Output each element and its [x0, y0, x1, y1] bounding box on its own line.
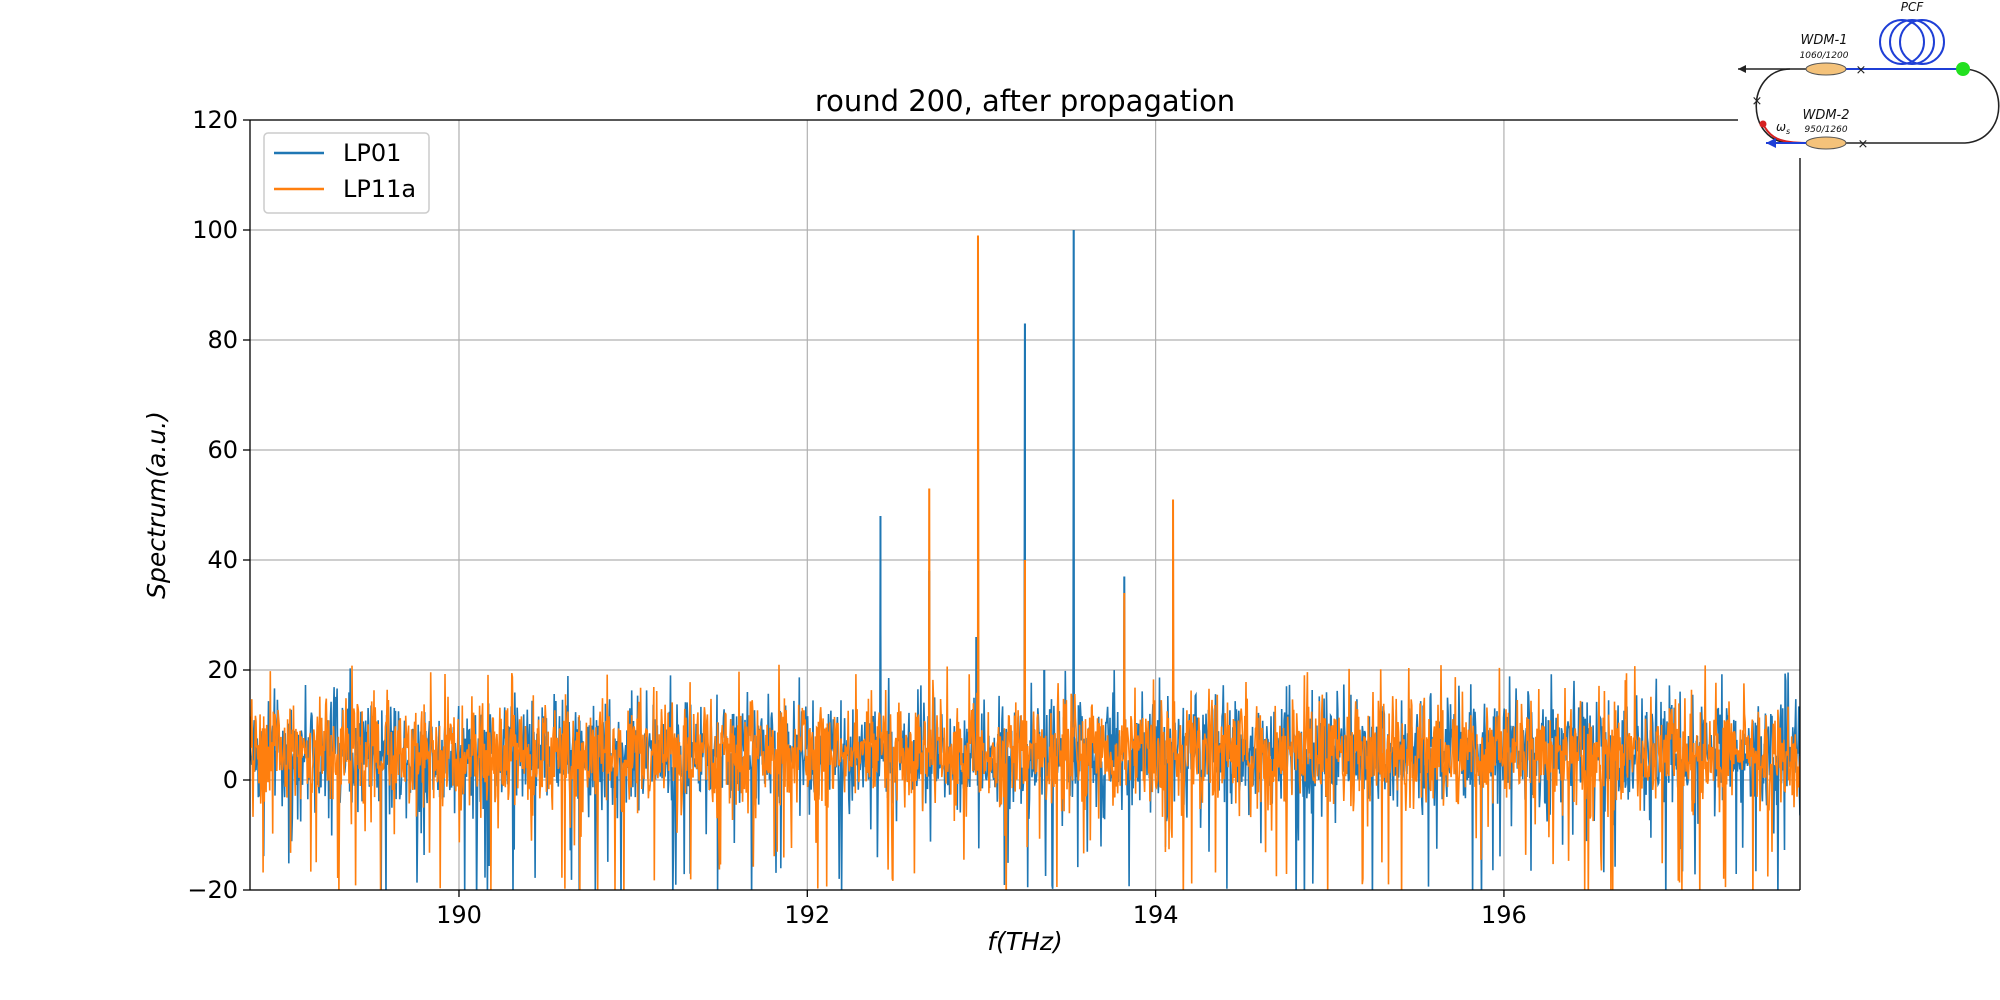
x-tick-label: 196	[1481, 901, 1527, 929]
y-tick-label: 120	[192, 106, 238, 134]
y-tick-label: 100	[192, 216, 238, 244]
pcf-coil-1	[1879, 19, 1925, 65]
cross-mark-top: ×	[1856, 63, 1867, 78]
pcf-coil-2	[1889, 19, 1935, 65]
x-tick-label: 192	[784, 901, 830, 929]
y-tick-label: −20	[187, 876, 238, 904]
y-tick-label: 80	[207, 326, 238, 354]
signal-arrow-icon	[1766, 138, 1776, 148]
pump-dot-icon	[1956, 62, 1970, 76]
cavity-loop	[1755, 68, 1791, 144]
y-tick-label: 60	[207, 436, 238, 464]
wdm2-sublabel: 950/1260	[1804, 125, 1847, 135]
red-dot-icon	[1759, 120, 1767, 128]
wdm2-coupler	[1805, 136, 1847, 150]
cross-mark-bottom: ×	[1858, 137, 1869, 152]
tick-marks: 190 192 194 196 −20 0 20 40 60 80 100 120	[187, 106, 1526, 929]
wdm1-sublabel: 1060/1200	[1800, 51, 1849, 61]
x-axis-label: f(THz)	[987, 927, 1063, 956]
omega-sublabel: s	[1786, 127, 1790, 136]
wdm1-label: WDM-1	[1800, 33, 1847, 48]
y-tick-label: 40	[207, 546, 238, 574]
chart-title: round 200, after propagation	[815, 84, 1235, 118]
cavity-loop-right	[1845, 68, 2000, 144]
y-tick-label: 0	[223, 766, 238, 794]
wdm2-label: WDM-2	[1802, 108, 1849, 123]
setup-diagram-inset: × × × PCF WDM-1 1060/1200 WDM-2 950/1260…	[1738, 0, 2000, 158]
pcf-label: PCF	[1901, 0, 1925, 14]
legend-label-lp11a: LP11a	[343, 175, 416, 203]
inset-background	[1738, 0, 2000, 158]
y-tick-label: 20	[207, 656, 238, 684]
cross-mark-left: ×	[1752, 94, 1763, 109]
output-arrow-icon	[1738, 65, 1746, 73]
y-axis-label: Spectrum(a.u.)	[142, 411, 171, 599]
series-layer	[250, 229, 1800, 890]
axes-frame	[249, 119, 1801, 891]
x-tick-label: 190	[436, 901, 482, 929]
legend-label-lp01: LP01	[343, 139, 401, 167]
x-tick-label: 194	[1133, 901, 1179, 929]
wdm1-coupler	[1805, 62, 1847, 76]
legend: LP01 LP11a	[263, 132, 430, 214]
pcf-coil-3	[1899, 19, 1945, 65]
omega-label: ω	[1776, 120, 1786, 134]
